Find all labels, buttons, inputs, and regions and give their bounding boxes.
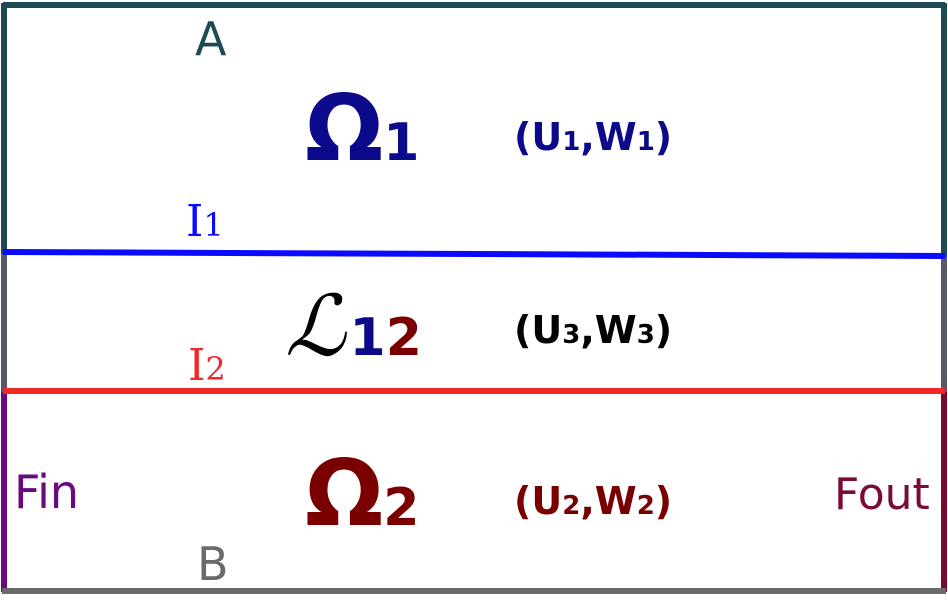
label-fout: Fout	[834, 469, 930, 520]
label-interface-1: I1	[186, 196, 224, 247]
interface-1-line	[2, 249, 946, 259]
omega-1-pair: (U1,W1)	[514, 115, 672, 159]
omega-2-symbol: Ω2	[305, 440, 419, 547]
omega-2-pair: (U2,W2)	[514, 479, 672, 523]
label-interface-2: I2	[188, 340, 226, 391]
layer-12-symbol: ℒ12	[285, 277, 422, 375]
label-a: A	[195, 12, 227, 66]
label-b: B	[197, 537, 229, 591]
label-fin: Fin	[14, 465, 79, 519]
layer-12-pair: (U3,W3)	[514, 308, 672, 352]
omega-1-symbol: Ω1	[305, 75, 419, 182]
